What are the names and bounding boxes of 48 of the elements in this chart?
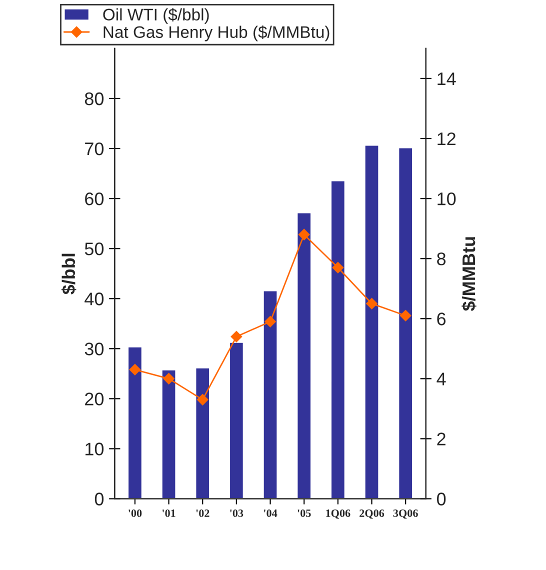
x-tick-label: '03	[230, 509, 244, 517]
y2-tick-label: 14	[438, 72, 456, 86]
x-tick-label: '01	[162, 509, 176, 517]
y-tick-label: 80	[84, 92, 104, 106]
x-tick-label: '02	[196, 509, 210, 517]
y2-tick-label: 8	[437, 252, 446, 266]
y2-tick-label: 12	[438, 132, 456, 146]
x-tick-label: '05	[298, 509, 311, 517]
bar	[330, 180, 346, 499]
x-tick-label: '04	[264, 509, 278, 517]
point	[400, 310, 412, 322]
point	[298, 228, 310, 240]
bar	[364, 144, 380, 499]
bar	[228, 341, 244, 499]
point	[332, 262, 344, 274]
y2-tick-label: 10	[438, 192, 456, 206]
legend-label: Nat Gas Henry Hub ($/MMBtu)	[104, 25, 330, 42]
y-tick-label: 60	[85, 192, 104, 206]
x-tick-label: 1Q06	[326, 509, 350, 519]
y-tick-label: 70	[85, 142, 104, 156]
y-axis-title: $/bbl	[61, 254, 76, 294]
x-tick-label: 3Q06	[393, 509, 418, 519]
y2-tick-label: 0	[437, 492, 446, 506]
point	[196, 394, 209, 406]
y-tick-label: 10	[86, 442, 104, 456]
y2-tick-label: 2	[437, 432, 446, 446]
bar	[262, 290, 278, 499]
y2-tick-label: 6	[437, 312, 446, 326]
point	[264, 316, 276, 328]
y-tick-label: 30	[84, 342, 104, 356]
x-tick-label: 2Q06	[360, 509, 384, 519]
y-tick-label: 50	[84, 242, 104, 256]
point	[162, 372, 175, 385]
y-tick-label: 40	[84, 292, 104, 306]
y2-axis-title: $/MMBtu	[462, 237, 476, 311]
y2-tick-label: 4	[436, 372, 446, 386]
point	[230, 330, 242, 343]
bar	[127, 346, 143, 499]
bar	[296, 212, 312, 499]
bar	[160, 368, 177, 499]
point	[129, 364, 141, 376]
legend-label: Oil WTI ($/bbl)	[103, 8, 209, 24]
x-tick-label: '00	[128, 509, 142, 517]
point	[366, 298, 378, 310]
bar	[194, 366, 210, 499]
y-tick-label: 20	[85, 392, 104, 406]
bar	[398, 146, 414, 499]
y-tick-label: 0	[94, 492, 104, 506]
